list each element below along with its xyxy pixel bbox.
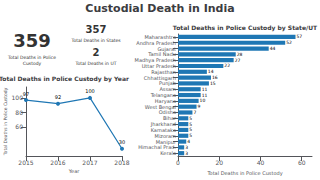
svg-text:60: 60 — [15, 123, 23, 130]
svg-text:57: 57 — [297, 34, 303, 39]
svg-text:Himachal Prad.: Himachal Prad. — [138, 144, 176, 150]
svg-text:4: 4 — [187, 139, 190, 144]
svg-text:Uttar Pradesh: Uttar Pradesh — [142, 63, 176, 69]
svg-text:Total Deaths in Police Custody: Total Deaths in Police Custody — [206, 170, 282, 177]
svg-text:Tamil Nadu: Tamil Nadu — [147, 51, 176, 57]
svg-text:Assam: Assam — [159, 86, 176, 92]
svg-text:Total Deaths in Police Custody: Total Deaths in Police Custody by Year — [0, 75, 129, 83]
svg-text:Maharashtra: Maharashtra — [144, 34, 176, 40]
svg-text:Mizoram: Mizoram — [155, 133, 177, 139]
svg-text:2015: 2015 — [18, 159, 33, 166]
svg-text:100: 100 — [12, 94, 24, 101]
svg-text:Telangana: Telangana — [150, 92, 176, 99]
svg-text:52: 52 — [286, 40, 292, 45]
svg-text:30: 30 — [119, 139, 125, 145]
svg-text:11: 11 — [202, 93, 208, 98]
svg-text:100: 100 — [85, 88, 95, 94]
svg-text:Total Deaths in Police: Total Deaths in Police — [7, 55, 56, 60]
svg-text:Chhattisgarh: Chhattisgarh — [144, 75, 176, 82]
svg-text:Manipur: Manipur — [156, 139, 177, 146]
svg-text:357: 357 — [86, 24, 107, 35]
svg-text:5: 5 — [189, 116, 192, 121]
svg-text:2: 2 — [93, 47, 100, 58]
svg-text:Total Deaths in UT: Total Deaths in UT — [75, 61, 117, 66]
svg-text:2017: 2017 — [82, 159, 97, 166]
svg-text:Odisha: Odisha — [159, 109, 176, 115]
svg-text:97: 97 — [23, 91, 29, 97]
svg-text:11: 11 — [202, 87, 208, 92]
svg-text:3: 3 — [185, 151, 188, 156]
svg-text:Total Deaths in States: Total Deaths in States — [70, 38, 121, 43]
svg-text:27: 27 — [235, 58, 241, 63]
svg-text:5: 5 — [189, 133, 192, 138]
svg-text:0: 0 — [176, 159, 180, 166]
svg-text:Total Deaths in Police Custody: Total Deaths in Police Custody by State/… — [173, 24, 318, 32]
svg-text:60: 60 — [298, 159, 306, 166]
svg-text:Andhra Pradesh: Andhra Pradesh — [136, 40, 176, 46]
svg-text:2018: 2018 — [114, 159, 129, 166]
svg-text:80: 80 — [15, 109, 23, 116]
svg-text:Bihar: Bihar — [163, 115, 177, 121]
svg-text:Punjab: Punjab — [159, 80, 176, 87]
svg-text:West Bengal: West Bengal — [145, 104, 176, 111]
svg-text:5: 5 — [189, 127, 192, 132]
svg-text:16: 16 — [212, 75, 218, 80]
svg-text:Custodial Death in India: Custodial Death in India — [85, 2, 234, 15]
svg-text:9: 9 — [198, 104, 201, 109]
svg-text:Total Deaths in Police Custody: Total Deaths in Police Custody — [3, 87, 8, 156]
svg-text:Kerala: Kerala — [160, 150, 176, 156]
svg-text:3: 3 — [185, 145, 188, 150]
svg-text:40: 40 — [257, 159, 265, 166]
svg-text:5: 5 — [189, 122, 192, 127]
svg-text:Haryana: Haryana — [155, 98, 176, 105]
svg-text:92: 92 — [55, 94, 61, 100]
svg-text:Rajasthan: Rajasthan — [151, 69, 176, 76]
svg-text:359: 359 — [13, 30, 51, 51]
svg-text:7: 7 — [193, 110, 196, 115]
svg-text:Year: Year — [68, 168, 81, 174]
svg-text:20: 20 — [215, 159, 223, 166]
svg-text:10: 10 — [200, 98, 206, 103]
svg-text:Karnataka: Karnataka — [151, 127, 176, 133]
svg-text:44: 44 — [270, 46, 276, 51]
svg-text:28: 28 — [237, 52, 243, 57]
svg-text:2016: 2016 — [50, 159, 65, 166]
svg-text:15: 15 — [210, 81, 216, 86]
svg-text:Madhya Pradesh: Madhya Pradesh — [135, 57, 176, 64]
svg-text:14: 14 — [208, 69, 214, 74]
svg-text:Jharkhand: Jharkhand — [150, 121, 176, 127]
svg-text:Gujarat: Gujarat — [157, 46, 176, 53]
svg-text:Custody: Custody — [23, 61, 42, 66]
svg-text:22: 22 — [224, 63, 230, 68]
